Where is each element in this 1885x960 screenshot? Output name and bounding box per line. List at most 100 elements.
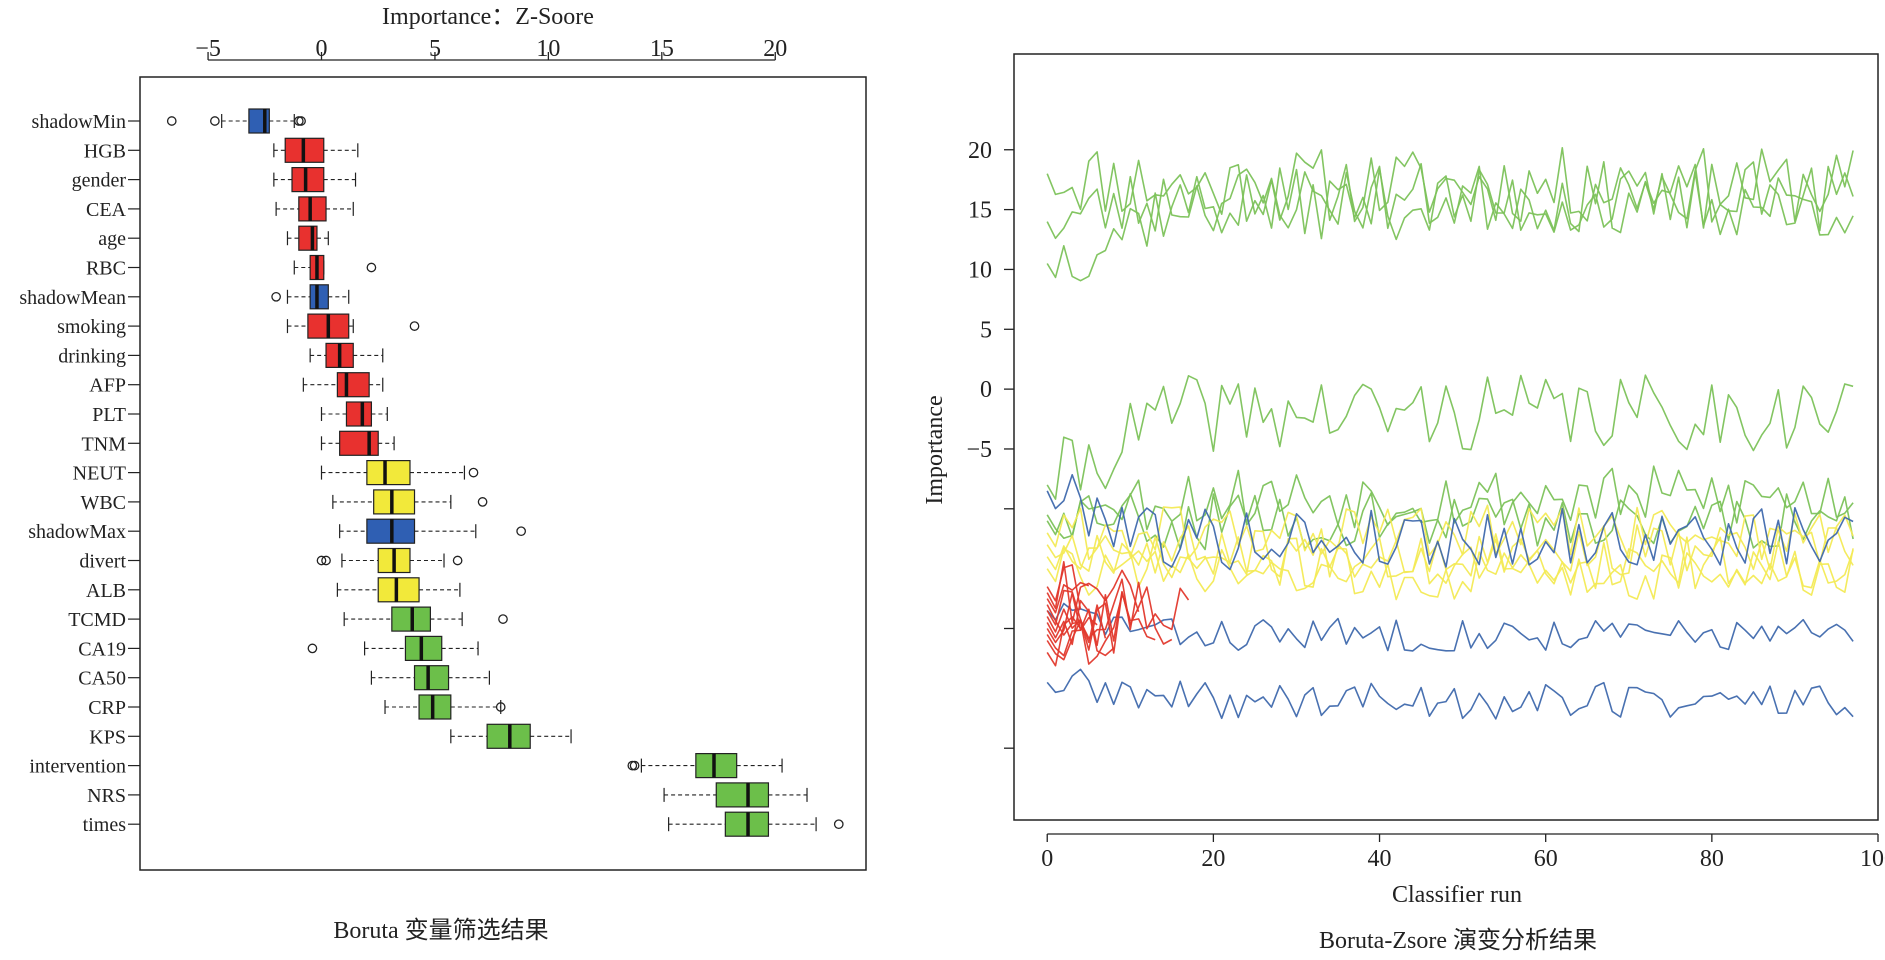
- outlier-point: [452, 555, 463, 566]
- boxplot-row-CA19: CA19: [78, 635, 479, 662]
- box-iqr: [373, 489, 416, 515]
- series-line-yellow-2: [1046, 524, 1854, 578]
- left-x-tick-label: −5: [195, 36, 221, 62]
- boxplot-row-shadowMax: shadowMax: [28, 518, 527, 544]
- right-y-tick-label: 5: [980, 317, 992, 343]
- boxplot-row-smoking: smoking: [57, 313, 420, 339]
- series-line-blue-mean: [1046, 602, 1854, 652]
- box-iqr: [413, 665, 450, 691]
- series-line-red-11: [1046, 564, 1082, 610]
- outlier-point: [316, 555, 327, 566]
- left-boxes: shadowMin HGB gender CEA age RBC shadowMean smo…: [19, 108, 844, 837]
- series-line-red-6: [1046, 599, 1115, 657]
- left-x-tick-label: 15: [650, 36, 674, 62]
- feature-label: shadowMean: [19, 287, 126, 309]
- right-x-tick-label: 80: [1700, 846, 1724, 872]
- box-iqr: [298, 196, 327, 222]
- left-x-tick-label: 20: [763, 36, 787, 62]
- right-y-tick-label: 15: [968, 198, 992, 224]
- outlier-point: [833, 819, 844, 830]
- outlier-point: [498, 614, 508, 624]
- series-line-red-4: [1046, 560, 1140, 624]
- box-iqr: [291, 167, 325, 193]
- boxplot-row-CEA: CEA: [86, 196, 354, 222]
- feature-label: WBC: [80, 492, 126, 514]
- boxplot-row-shadowMean: shadowMean: [19, 284, 350, 310]
- feature-label: TNM: [82, 433, 127, 455]
- right-series-lines: [1046, 147, 1854, 720]
- right-x-tick-label: 40: [1368, 846, 1392, 872]
- boxplot-row-age: age: [98, 225, 329, 251]
- boxplot-row-AFP: AFP: [89, 372, 384, 398]
- series-line-top-green-3: [1046, 167, 1854, 282]
- boxplot-row-gender: gender: [72, 167, 357, 193]
- feature-label: times: [83, 814, 127, 836]
- feature-label: drinking: [58, 345, 126, 367]
- boxplot-row-PLT: PLT: [92, 401, 388, 427]
- series-line-red-3: [1046, 592, 1156, 654]
- boxplot-row-NEUT: NEUT: [73, 460, 479, 486]
- feature-label: NEUT: [73, 463, 126, 485]
- left-chart-caption: Boruta 变量筛选结果: [333, 917, 548, 944]
- left-x-axis: −5 0 5 10 15 20: [195, 36, 787, 62]
- right-x-tick-label: 20: [1201, 846, 1225, 872]
- series-line-red-7: [1046, 589, 1107, 644]
- boxplot-row-HGB: HGB: [84, 137, 359, 163]
- right-x-tick-label: 60: [1534, 846, 1558, 872]
- right-x-axis-label: Classifier run: [1392, 882, 1522, 908]
- series-line-red-9: [1046, 581, 1090, 614]
- boxplot-row-intervention: intervention: [29, 752, 783, 779]
- series-line-red-5: [1046, 595, 1123, 665]
- outlier-point: [409, 321, 420, 331]
- series-line-top-green-1: [1046, 147, 1854, 223]
- feature-label: CEA: [86, 199, 127, 221]
- outlier-point: [271, 291, 281, 302]
- right-x-axis: 0 20 40 60 80 100: [1041, 833, 1885, 872]
- series-line-yellow-3: [1046, 535, 1854, 590]
- boxplot-row-WBC: WBC: [80, 489, 488, 515]
- boxplot-row-CRP: CRP: [88, 694, 506, 720]
- series-line-red-8: [1046, 616, 1098, 657]
- feature-label: HGB: [84, 140, 126, 162]
- box-iqr: [336, 372, 370, 398]
- series-line-red-10: [1046, 616, 1082, 667]
- left-chart-title: Importance：Z-Soore: [382, 4, 594, 30]
- outlier-point: [366, 262, 377, 273]
- right-y-axis-label: Importance: [922, 395, 948, 504]
- boxplot-row-CA50: CA50: [78, 665, 490, 691]
- left-x-tick-label: 10: [536, 36, 560, 62]
- outlier-point: [477, 497, 488, 507]
- box-iqr: [377, 577, 420, 603]
- series-line-blue-min: [1046, 668, 1854, 720]
- outlier-point: [166, 116, 177, 126]
- series-line-mid-green-1: [1046, 374, 1854, 500]
- boxplot-row-drinking: drinking: [58, 342, 384, 368]
- boxplot-row-NRS: NRS: [87, 782, 808, 808]
- feature-label: AFP: [89, 375, 126, 397]
- series-line-top-green-2: [1046, 161, 1854, 240]
- outlier-point: [210, 116, 220, 126]
- right-x-tick-label: 100: [1860, 846, 1885, 872]
- boxplot-row-RBC: RBC: [86, 254, 377, 281]
- right-y-tick-label: −5: [966, 437, 992, 463]
- feature-label: CA19: [78, 638, 126, 660]
- right-y-tick-label: 10: [968, 257, 992, 283]
- box-iqr: [695, 752, 738, 779]
- box-iqr: [345, 401, 373, 427]
- feature-label: RBC: [86, 258, 126, 280]
- boxplot-row-divert: divert: [79, 547, 463, 574]
- box-iqr: [418, 694, 452, 720]
- box-iqr: [339, 430, 379, 456]
- box-iqr: [715, 782, 770, 808]
- box-iqr: [298, 225, 318, 251]
- boxplot-row-TNM: TNM: [82, 430, 395, 456]
- left-x-tick-label: 0: [316, 36, 328, 62]
- outlier-point: [307, 643, 318, 654]
- right-y-tick-label: 0: [980, 377, 992, 403]
- right-y-tick-label: 20: [968, 138, 992, 164]
- feature-label: CA50: [78, 668, 126, 690]
- outlier-point: [296, 116, 306, 126]
- outlier-point: [321, 555, 331, 566]
- box-iqr: [404, 635, 443, 662]
